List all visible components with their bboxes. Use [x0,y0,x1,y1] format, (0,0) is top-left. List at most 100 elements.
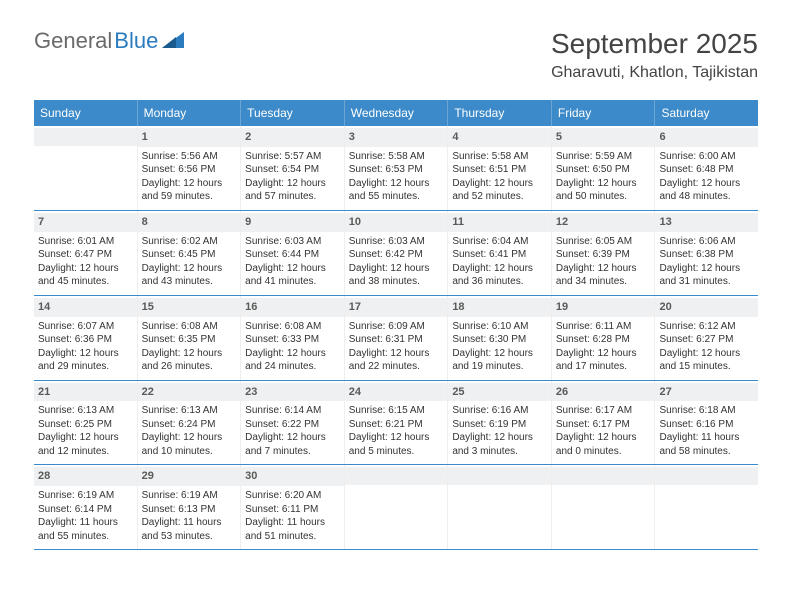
day-number: 28 [34,467,137,486]
day-number: 16 [241,298,344,317]
week-row: 1Sunrise: 5:56 AMSunset: 6:56 PMDaylight… [34,126,758,211]
day-cell: 15Sunrise: 6:08 AMSunset: 6:35 PMDayligh… [138,296,242,380]
sunrise-line: Sunrise: 6:16 AM [452,404,547,418]
day-number: 30 [241,467,344,486]
day-number: 22 [138,383,241,402]
logo: GeneralBlue [34,28,184,54]
day-cell: 26Sunrise: 6:17 AMSunset: 6:17 PMDayligh… [552,381,656,465]
day-number: 26 [552,383,655,402]
sunrise-line: Sunrise: 6:18 AM [659,404,754,418]
page-title: September 2025 [551,28,758,60]
sunset-line: Sunset: 6:42 PM [349,248,444,262]
sunrise-line: Sunrise: 6:05 AM [556,235,651,249]
day-cell: 19Sunrise: 6:11 AMSunset: 6:28 PMDayligh… [552,296,656,380]
day-number: 1 [138,128,241,147]
sunset-line: Sunset: 6:27 PM [659,333,754,347]
sunrise-line: Sunrise: 6:00 AM [659,150,754,164]
day-cell: 28Sunrise: 6:19 AMSunset: 6:14 PMDayligh… [34,465,138,549]
daylight-line: Daylight: 12 hours and 34 minutes. [556,262,651,289]
sunset-line: Sunset: 6:47 PM [38,248,133,262]
daylight-line: Daylight: 11 hours and 53 minutes. [142,516,237,543]
daylight-line: Daylight: 11 hours and 58 minutes. [659,431,754,458]
daylight-line: Daylight: 12 hours and 17 minutes. [556,347,651,374]
sunset-line: Sunset: 6:33 PM [245,333,340,347]
day-number: 13 [655,213,758,232]
sunrise-line: Sunrise: 6:14 AM [245,404,340,418]
day-cell: 2Sunrise: 5:57 AMSunset: 6:54 PMDaylight… [241,126,345,210]
day-number: 15 [138,298,241,317]
day-cell: 30Sunrise: 6:20 AMSunset: 6:11 PMDayligh… [241,465,345,549]
sunset-line: Sunset: 6:51 PM [452,163,547,177]
sunrise-line: Sunrise: 6:09 AM [349,320,444,334]
day-number [552,467,655,485]
day-number: 9 [241,213,344,232]
daylight-line: Daylight: 12 hours and 12 minutes. [38,431,133,458]
sunrise-line: Sunrise: 6:20 AM [245,489,340,503]
sunset-line: Sunset: 6:54 PM [245,163,340,177]
sunset-line: Sunset: 6:39 PM [556,248,651,262]
calendar: SundayMondayTuesdayWednesdayThursdayFrid… [34,100,758,550]
daylight-line: Daylight: 12 hours and 7 minutes. [245,431,340,458]
day-number: 8 [138,213,241,232]
daylight-line: Daylight: 12 hours and 29 minutes. [38,347,133,374]
day-cell: 5Sunrise: 5:59 AMSunset: 6:50 PMDaylight… [552,126,656,210]
sunset-line: Sunset: 6:22 PM [245,418,340,432]
day-number [655,467,758,485]
day-cell: 16Sunrise: 6:08 AMSunset: 6:33 PMDayligh… [241,296,345,380]
sunset-line: Sunset: 6:38 PM [659,248,754,262]
day-number: 18 [448,298,551,317]
daylight-line: Daylight: 12 hours and 36 minutes. [452,262,547,289]
daylight-line: Daylight: 12 hours and 43 minutes. [142,262,237,289]
day-cell: 17Sunrise: 6:09 AMSunset: 6:31 PMDayligh… [345,296,449,380]
week-row: 21Sunrise: 6:13 AMSunset: 6:25 PMDayligh… [34,381,758,466]
sunrise-line: Sunrise: 6:03 AM [245,235,340,249]
daylight-line: Daylight: 12 hours and 24 minutes. [245,347,340,374]
sunrise-line: Sunrise: 5:56 AM [142,150,237,164]
daylight-line: Daylight: 12 hours and 26 minutes. [142,347,237,374]
day-number [34,128,137,146]
daylight-line: Daylight: 12 hours and 0 minutes. [556,431,651,458]
week-row: 14Sunrise: 6:07 AMSunset: 6:36 PMDayligh… [34,296,758,381]
day-cell-blank [34,126,138,210]
day-number: 27 [655,383,758,402]
day-number: 5 [552,128,655,147]
daylight-line: Daylight: 12 hours and 41 minutes. [245,262,340,289]
sunrise-line: Sunrise: 6:02 AM [142,235,237,249]
daylight-line: Daylight: 12 hours and 45 minutes. [38,262,133,289]
sunrise-line: Sunrise: 6:03 AM [349,235,444,249]
sunrise-line: Sunrise: 6:19 AM [38,489,133,503]
day-number: 29 [138,467,241,486]
sunset-line: Sunset: 6:14 PM [38,503,133,517]
sunrise-line: Sunrise: 5:58 AM [452,150,547,164]
weekday-header: Wednesday [345,100,449,126]
daylight-line: Daylight: 12 hours and 55 minutes. [349,177,444,204]
day-cell: 24Sunrise: 6:15 AMSunset: 6:21 PMDayligh… [345,381,449,465]
day-cell: 8Sunrise: 6:02 AMSunset: 6:45 PMDaylight… [138,211,242,295]
day-number: 12 [552,213,655,232]
day-number: 20 [655,298,758,317]
sunset-line: Sunset: 6:28 PM [556,333,651,347]
day-cell: 7Sunrise: 6:01 AMSunset: 6:47 PMDaylight… [34,211,138,295]
sunrise-line: Sunrise: 6:10 AM [452,320,547,334]
day-number: 23 [241,383,344,402]
sunset-line: Sunset: 6:24 PM [142,418,237,432]
day-number: 7 [34,213,137,232]
day-cell-blank [345,465,449,549]
sunset-line: Sunset: 6:17 PM [556,418,651,432]
day-cell: 20Sunrise: 6:12 AMSunset: 6:27 PMDayligh… [655,296,758,380]
sunset-line: Sunset: 6:13 PM [142,503,237,517]
day-cell: 18Sunrise: 6:10 AMSunset: 6:30 PMDayligh… [448,296,552,380]
day-cell-blank [552,465,656,549]
day-cell: 22Sunrise: 6:13 AMSunset: 6:24 PMDayligh… [138,381,242,465]
sunset-line: Sunset: 6:48 PM [659,163,754,177]
sunrise-line: Sunrise: 6:06 AM [659,235,754,249]
sunset-line: Sunset: 6:11 PM [245,503,340,517]
sunrise-line: Sunrise: 6:13 AM [142,404,237,418]
weekday-header: Monday [138,100,242,126]
daylight-line: Daylight: 12 hours and 50 minutes. [556,177,651,204]
sunset-line: Sunset: 6:21 PM [349,418,444,432]
day-number: 17 [345,298,448,317]
weeks-container: 1Sunrise: 5:56 AMSunset: 6:56 PMDaylight… [34,126,758,550]
sunset-line: Sunset: 6:25 PM [38,418,133,432]
day-cell: 11Sunrise: 6:04 AMSunset: 6:41 PMDayligh… [448,211,552,295]
